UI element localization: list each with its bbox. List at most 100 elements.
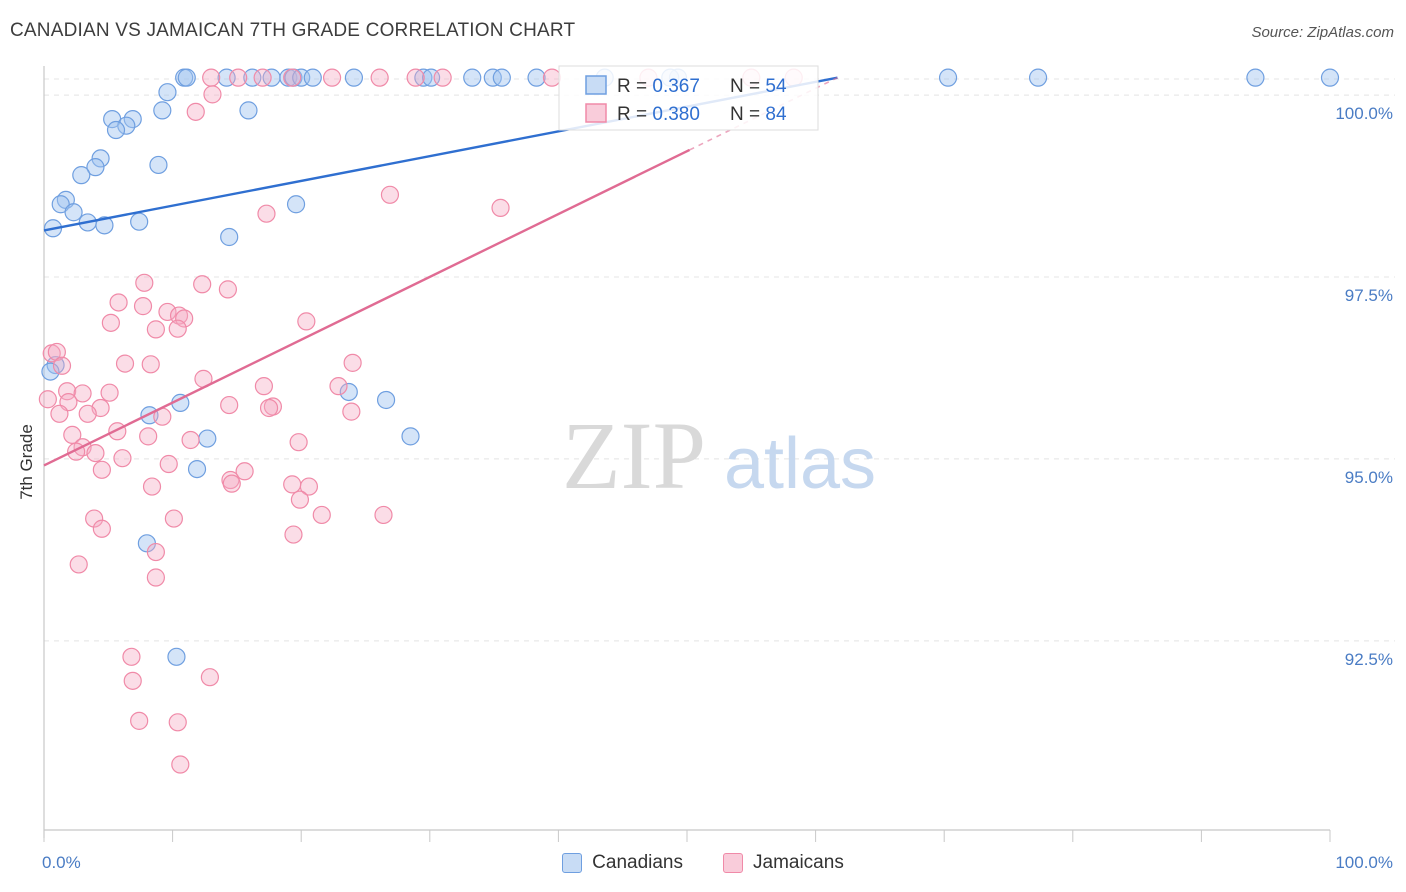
x-tick-label: 100.0%	[1335, 853, 1393, 872]
data-point-jamaicans	[86, 443, 105, 463]
stats-r-label: R =	[617, 76, 652, 97]
legend-label-canadians: Canadians	[592, 852, 683, 873]
legend-label-jamaicans: Jamaicans	[753, 852, 844, 873]
data-point-canadians	[286, 195, 306, 214]
data-point-jamaicans	[47, 342, 66, 362]
trend-lines	[43, 76, 838, 467]
data-point-jamaicans	[283, 68, 302, 87]
stats-n-label: N =	[730, 104, 765, 125]
data-point-jamaicans	[322, 68, 342, 87]
data-point-jamaicans	[229, 68, 248, 87]
data-points	[38, 68, 1340, 774]
data-point-jamaicans	[290, 490, 310, 509]
data-point-jamaicans	[312, 505, 331, 525]
data-point-jamaicans	[69, 555, 88, 574]
data-point-jamaicans	[100, 383, 119, 402]
watermark: ZIP atlas	[562, 402, 876, 509]
series-legend: Canadians Jamaicans	[0, 852, 1406, 874]
data-point-canadians	[177, 68, 196, 87]
data-point-jamaicans	[253, 68, 272, 87]
data-point-jamaicans	[109, 293, 128, 312]
data-point-canadians	[123, 110, 142, 129]
y-tick-label: 97.5%	[1345, 286, 1393, 305]
source-label: Source: ZipAtlas.com	[1251, 24, 1394, 41]
stats-n-value: 54	[765, 76, 787, 97]
stats-r-value: 0.367	[652, 76, 700, 97]
data-point-jamaicans	[168, 713, 187, 732]
data-point-canadians	[414, 68, 433, 87]
data-point-jamaicans	[329, 377, 348, 396]
data-point-canadians	[938, 68, 958, 87]
y-tick-label: 100.0%	[1335, 104, 1393, 123]
data-point-jamaicans	[284, 525, 303, 544]
data-point-canadians	[303, 68, 322, 87]
data-point-jamaicans	[342, 402, 361, 421]
data-point-jamaicans	[222, 474, 241, 493]
legend-item-jamaicans: Jamaicans	[723, 852, 844, 874]
data-point-canadians	[220, 227, 239, 247]
legend-swatch-canadians	[562, 853, 583, 873]
data-point-jamaicans	[123, 671, 142, 690]
data-point-jamaicans	[50, 404, 69, 423]
data-point-jamaicans	[142, 477, 162, 496]
data-point-jamaicans	[164, 509, 183, 528]
data-point-jamaicans	[283, 475, 302, 494]
data-point-canadians	[1028, 68, 1048, 87]
data-point-canadians	[339, 382, 358, 402]
data-point-canadians	[1246, 68, 1265, 87]
stats-legend: R = 0.367 N = 54 R = 0.380 N = 84	[558, 65, 819, 131]
data-point-jamaicans	[146, 568, 165, 587]
data-point-canadians	[117, 116, 136, 135]
data-point-jamaicans	[92, 519, 111, 538]
data-point-jamaicans	[130, 711, 149, 730]
data-point-jamaicans	[254, 377, 274, 396]
data-point-canadians	[91, 149, 110, 168]
stats-n-label: N =	[730, 76, 765, 97]
data-point-jamaicans	[181, 430, 200, 450]
data-point-canadians	[158, 83, 177, 102]
data-point-jamaicans	[169, 306, 189, 325]
data-point-jamaicans	[52, 356, 72, 375]
data-point-jamaicans	[186, 102, 205, 121]
data-point-canadians	[86, 158, 105, 177]
data-point-jamaicans	[73, 384, 92, 403]
data-point-jamaicans	[133, 297, 153, 316]
data-point-jamaicans	[491, 198, 510, 217]
data-point-canadians	[344, 68, 364, 87]
data-point-canadians	[187, 460, 207, 479]
data-point-canadians	[401, 427, 420, 446]
stats-r-value: 0.380	[652, 104, 700, 125]
data-point-jamaicans	[193, 275, 212, 294]
data-point-canadians	[243, 68, 262, 87]
data-point-jamaicans	[171, 755, 190, 774]
data-point-jamaicans	[370, 68, 389, 87]
data-point-canadians	[527, 68, 546, 87]
data-point-jamaicans	[135, 273, 154, 292]
data-point-jamaicans	[139, 427, 158, 446]
data-point-jamaicans	[542, 68, 562, 87]
data-point-canadians	[167, 647, 186, 666]
data-point-jamaicans	[380, 185, 400, 204]
data-point-jamaicans	[220, 395, 239, 415]
data-point-jamaicans	[115, 354, 135, 373]
trend-line-jamaicans	[43, 148, 691, 467]
data-point-canadians	[130, 212, 149, 231]
data-point-canadians	[106, 120, 126, 140]
x-tick-label: 0.0%	[42, 853, 81, 872]
stats-swatch-jamaicans	[585, 103, 607, 123]
data-point-jamaicans	[257, 204, 276, 223]
data-point-jamaicans	[101, 313, 120, 332]
data-point-jamaicans	[85, 509, 104, 528]
data-point-jamaicans	[146, 320, 165, 339]
data-point-canadians	[149, 155, 168, 175]
data-point-jamaicans	[203, 85, 222, 104]
data-point-jamaicans	[38, 390, 57, 409]
data-point-canadians	[64, 203, 83, 222]
stats-n-value: 84	[765, 104, 787, 125]
data-point-jamaicans	[289, 433, 308, 452]
legend-swatch-jamaicans	[723, 853, 743, 873]
stats-swatch-canadians	[585, 75, 607, 95]
data-point-canadians	[198, 429, 217, 448]
legend-item-canadians: Canadians	[562, 852, 683, 874]
